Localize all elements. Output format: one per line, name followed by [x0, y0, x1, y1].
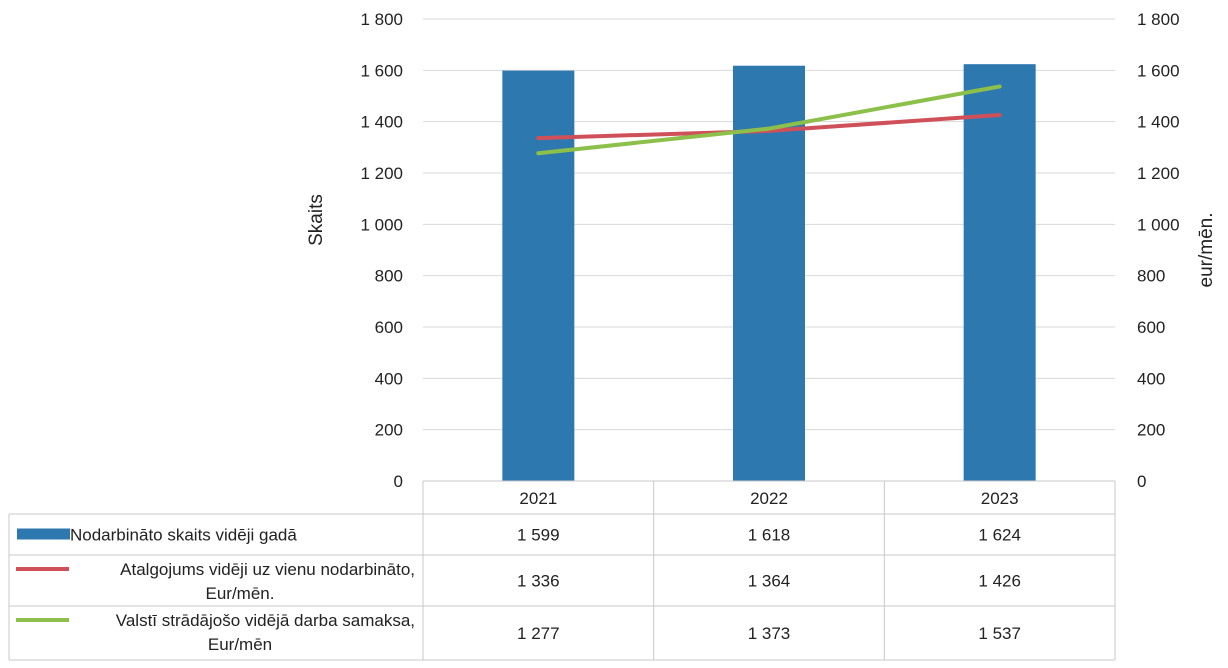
legend-key — [17, 528, 70, 540]
legend-label: Nodarbināto skaits vidēji gadā — [70, 526, 297, 545]
left-tick-label: 1 200 — [360, 164, 403, 183]
category-label: 2022 — [750, 489, 788, 508]
bar — [963, 64, 1036, 481]
data-label: 1 599 — [517, 526, 560, 545]
legend-label: Eur/mēn. — [206, 584, 275, 603]
bar — [502, 70, 575, 481]
left-tick-label: 1 800 — [360, 10, 403, 29]
left-axis-title: Skaits — [306, 194, 327, 246]
category-label: 2021 — [519, 489, 557, 508]
right-tick-label: 800 — [1137, 267, 1165, 286]
data-label: 1 336 — [517, 572, 560, 591]
right-axis-ticks: 0 200 400 600 800 1 000 1 200 1 400 1 600 1 800 — [1137, 10, 1180, 491]
right-tick-label: 1 200 — [1137, 164, 1180, 183]
legend-label: Eur/mēn — [208, 635, 272, 654]
right-tick-label: 600 — [1137, 318, 1165, 337]
data-label: 1 373 — [748, 624, 791, 643]
data-label: 1 537 — [978, 624, 1021, 643]
data-label: 1 277 — [517, 624, 560, 643]
right-tick-label: 1 600 — [1137, 61, 1180, 80]
series-line — [536, 84, 1002, 156]
right-tick-label: 1 000 — [1137, 215, 1180, 234]
data-label: 1 624 — [978, 526, 1021, 545]
left-tick-label: 1 600 — [360, 61, 403, 80]
left-axis-ticks: 0 200 400 600 800 1 000 1 200 1 400 1 600 1 800 — [360, 10, 403, 491]
line-series — [536, 84, 1002, 156]
category-label: 2023 — [981, 489, 1019, 508]
left-tick-label: 800 — [375, 267, 403, 286]
bar — [733, 65, 805, 482]
left-tick-label: 400 — [375, 369, 403, 388]
right-tick-label: 0 — [1137, 472, 1146, 491]
right-axis-title: eur/mēn. — [1196, 213, 1217, 288]
series-line — [536, 112, 1002, 141]
right-tick-label: 400 — [1137, 369, 1165, 388]
left-tick-label: 0 — [394, 472, 403, 491]
right-tick-label: 1 400 — [1137, 113, 1180, 132]
legend-label: Valstī strādājošo vidējā darba samaksa, — [116, 611, 415, 630]
data-table: 2021 2022 2023 Nodarbināto skaits vidēji ga… — [8, 480, 1116, 661]
data-label: 1 364 — [748, 572, 791, 591]
left-tick-label: 1 400 — [360, 113, 403, 132]
data-label: 1 426 — [978, 572, 1021, 591]
data-label: 1 618 — [748, 526, 791, 545]
legend-label: Atalgojums vidēji uz vienu nodarbināto, — [120, 560, 415, 579]
left-tick-label: 1 000 — [360, 215, 403, 234]
left-tick-label: 200 — [375, 421, 403, 440]
right-tick-label: 1 800 — [1137, 10, 1180, 29]
right-tick-label: 200 — [1137, 421, 1165, 440]
left-tick-label: 600 — [375, 318, 403, 337]
